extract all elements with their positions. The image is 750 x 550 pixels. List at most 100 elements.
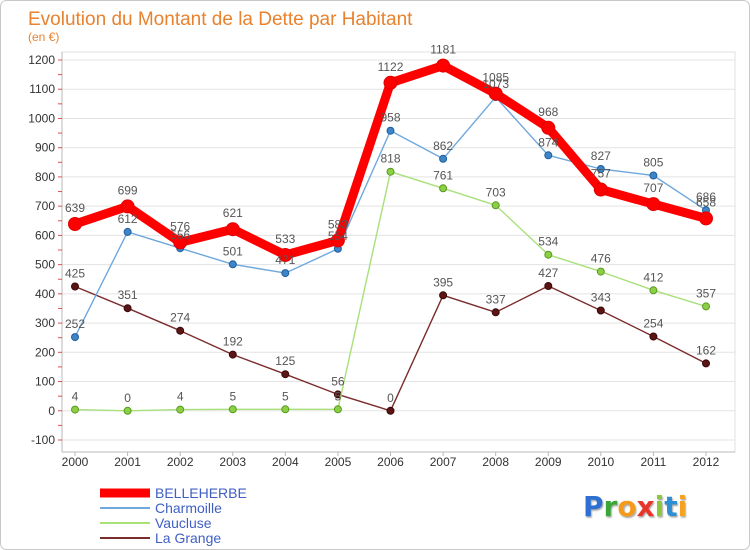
data-point-vaucluse	[176, 405, 185, 414]
data-label: 707	[643, 181, 663, 195]
data-label: 534	[538, 235, 558, 249]
data-label: 425	[65, 267, 85, 281]
data-point-charmoille	[281, 269, 290, 278]
data-label: 658	[696, 195, 716, 209]
data-label: 337	[486, 292, 506, 306]
data-point-charmoille	[649, 171, 658, 180]
data-point-vaucluse	[228, 405, 237, 414]
data-label: 56	[331, 374, 345, 388]
y-tick-label: 1000	[28, 111, 55, 125]
data-label: 5	[229, 389, 236, 403]
x-tick-label: 2006	[377, 455, 404, 469]
data-label: 162	[696, 343, 716, 357]
x-tick-label: 2009	[535, 455, 562, 469]
data-point-la-grange	[386, 406, 395, 415]
data-point-la-grange	[702, 359, 710, 368]
data-label: 4	[177, 390, 184, 404]
x-tick-label: 2011	[641, 455, 667, 469]
y-axis: -100 0 100 200 300 400 500 600 700 800 900 1000 1100…	[28, 52, 63, 452]
data-point-charmoille	[596, 165, 605, 173]
data-label: 357	[696, 286, 716, 300]
data-point-charmoille	[386, 126, 395, 135]
y-tick-label: 500	[35, 258, 55, 272]
data-point-la-grange	[71, 282, 79, 291]
data-label: 395	[433, 275, 453, 289]
data-point-belleherbe	[383, 75, 398, 90]
data-point-vaucluse	[123, 406, 132, 415]
data-label: 554	[328, 229, 348, 243]
legend-item-vaucluse: Vaucluse	[100, 515, 212, 531]
data-label: 427	[538, 266, 558, 280]
data-label: 1073	[482, 77, 509, 91]
data-point-la-grange	[123, 304, 132, 313]
data-label: 125	[275, 354, 295, 368]
logo-letter: i	[655, 490, 665, 523]
data-label: 1122	[378, 60, 404, 74]
data-point-belleherbe	[225, 222, 240, 237]
logo-letter: r	[604, 490, 618, 523]
data-label: 761	[433, 168, 453, 182]
data-label: 703	[486, 185, 506, 199]
y-tick-label: 100	[35, 375, 55, 389]
data-label: 533	[275, 232, 295, 246]
data-label: 5	[282, 389, 289, 403]
legend-label: Charmoille	[155, 500, 222, 516]
data-point-vaucluse	[71, 405, 79, 414]
data-point-vaucluse	[333, 405, 342, 414]
x-tick-label: 2008	[482, 455, 509, 469]
data-point-belleherbe	[436, 58, 451, 73]
plot-area: -100010020030040050060070080090010001100…	[28, 43, 736, 469]
y-tick-label: 300	[35, 316, 55, 330]
data-label: 192	[223, 335, 243, 349]
data-label: 699	[118, 183, 138, 197]
y-tick-label: 0	[48, 404, 55, 418]
y-tick-label: 600	[35, 228, 55, 242]
y-tick-label: 400	[35, 287, 55, 301]
x-tick-label: 2000	[62, 455, 89, 469]
data-point-charmoille	[228, 260, 237, 269]
data-label: 274	[170, 311, 190, 325]
data-point-belleherbe	[120, 199, 135, 214]
data-label: 351	[118, 288, 138, 302]
x-tick-label: 2012	[693, 455, 720, 469]
data-label: 818	[380, 152, 400, 166]
data-label: 757	[591, 167, 611, 181]
data-point-la-grange	[176, 326, 185, 335]
y-tick-label: 800	[35, 170, 55, 184]
y-tick-label: 700	[35, 199, 55, 213]
x-tick-label: 2003	[219, 455, 246, 469]
data-labels: 639 699 576 621 533 583 1122 1181 1085 968 757 707 6…	[65, 43, 716, 405]
data-point-belleherbe	[173, 235, 188, 250]
data-label: 412	[643, 270, 663, 284]
data-point-la-grange	[228, 350, 237, 359]
data-label: 501	[223, 244, 243, 258]
x-tick-label: 2005	[325, 455, 352, 469]
data-point-belleherbe	[330, 233, 345, 248]
data-point-belleherbe	[699, 211, 713, 226]
data-point-vaucluse	[544, 250, 553, 259]
data-label: 343	[591, 291, 611, 305]
data-point-vaucluse	[649, 286, 658, 295]
data-point-belleherbe	[278, 248, 293, 262]
data-label: 639	[65, 201, 85, 215]
x-tick-label: 2001	[114, 455, 141, 469]
data-label: 874	[538, 135, 558, 149]
data-point-belleherbe	[646, 197, 661, 212]
logo-letter: x	[637, 490, 655, 523]
legend: BELLEHERBE Charmoille Vaucluse La Grange	[100, 485, 247, 546]
data-label: 583	[328, 217, 348, 231]
y-tick-label: -100	[31, 433, 55, 447]
data-point-la-grange	[649, 332, 658, 341]
data-point-vaucluse	[491, 201, 500, 210]
x-tick-label: 2010	[587, 455, 614, 469]
y-tick-label: 200	[35, 345, 55, 359]
y-tick-label: 1200	[28, 53, 55, 67]
data-point-la-grange	[281, 370, 290, 379]
data-point-belleherbe	[593, 182, 608, 197]
data-label: 471	[275, 253, 295, 267]
logo-letter: P	[583, 490, 604, 523]
data-point-la-grange	[491, 308, 500, 317]
logo-text: Proxiti	[583, 490, 687, 523]
data-point-charmoille	[71, 333, 79, 342]
data-point-charmoille	[123, 227, 132, 236]
